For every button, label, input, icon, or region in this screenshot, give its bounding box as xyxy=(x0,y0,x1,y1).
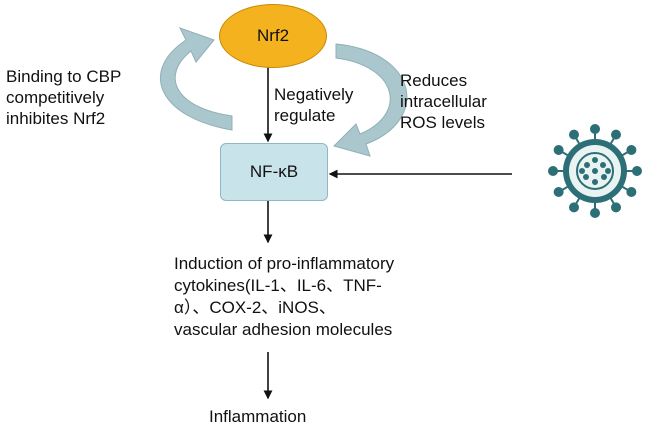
virus-particle xyxy=(601,174,607,180)
nrf2-node: Nrf2 xyxy=(219,4,327,68)
virus-particles xyxy=(579,157,611,185)
label-negatively-regulate: Negatively regulate xyxy=(274,85,354,125)
virus-particle xyxy=(579,168,585,174)
virus-particle xyxy=(605,168,611,174)
virus-particle xyxy=(592,157,598,163)
virus-spike-knob xyxy=(590,124,600,134)
virus-spike-knob xyxy=(632,166,642,176)
nfkb-label: NF-κB xyxy=(249,162,299,181)
nfkb-node: NF-κB xyxy=(220,143,328,201)
label-induction-cytokines: Induction of pro-inflammatory cytokines(… xyxy=(174,254,395,339)
virus-icon xyxy=(548,124,642,218)
virus-spike-knob xyxy=(611,202,621,213)
left-curved-arrow xyxy=(159,27,233,131)
nrf2-label: Nrf2 xyxy=(256,26,290,45)
virus-spike-knob xyxy=(611,129,621,140)
virus-particle xyxy=(592,168,598,174)
virus-spike-knob xyxy=(553,145,564,155)
virus-spike-knob xyxy=(626,145,637,155)
virus-spike-knob xyxy=(569,129,579,140)
virus-particle xyxy=(600,162,606,168)
virus-spike-knob xyxy=(548,166,558,176)
virus-spike-knob xyxy=(553,187,564,197)
label-binding-to-cbp: Binding to CBP competitively inhibites N… xyxy=(6,67,122,128)
virus-particle xyxy=(584,162,590,168)
label-inflammation: Inflammation xyxy=(209,407,307,426)
label-reduces-ros: Reduces intracellular ROS levels xyxy=(400,71,487,132)
virus-particle xyxy=(583,174,589,180)
virus-core-ring xyxy=(576,152,614,190)
virus-spikes xyxy=(548,124,642,218)
virus-spike-knob xyxy=(626,187,637,197)
right-curved-arrow xyxy=(333,43,408,157)
virus-spike-knob xyxy=(590,208,600,218)
virus-particle xyxy=(592,179,598,185)
virus-spike-knob xyxy=(569,202,579,213)
